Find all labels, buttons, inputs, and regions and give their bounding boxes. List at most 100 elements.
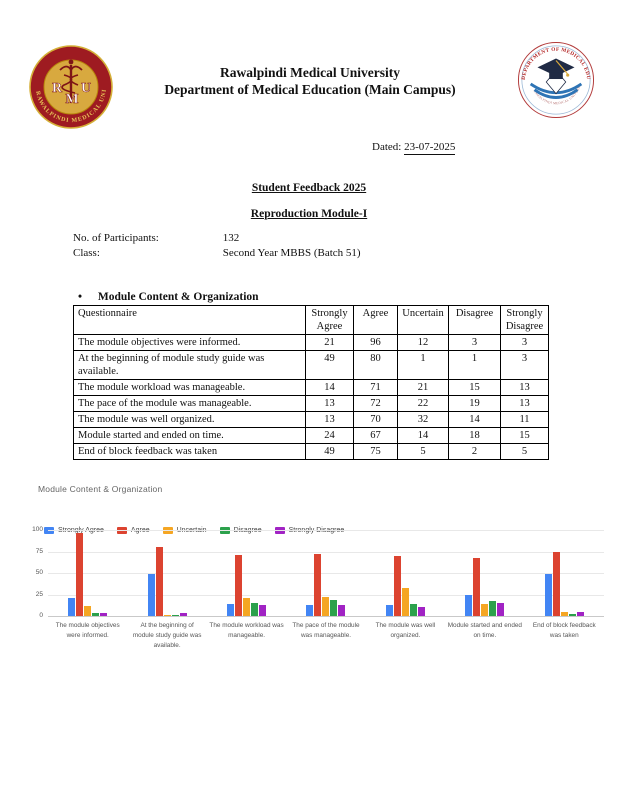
value-cell: 3 — [500, 350, 549, 380]
bar-agree — [155, 547, 163, 616]
x-axis-category-label: The module workload was manageable. — [209, 622, 284, 639]
col-strongly-agree: Strongly Agree — [305, 305, 354, 335]
bar-uncertain — [243, 597, 251, 616]
header-row: Questionnaire Strongly Agree Agree Uncer… — [73, 305, 549, 335]
svg-text:M: M — [65, 92, 78, 107]
dme-department-logo: DEPARTMENT OF MEDICAL EDUCATION RAWALPIN… — [517, 41, 595, 119]
x-axis-category-label: The module was well organized. — [375, 622, 436, 639]
dated-line: Dated: 23-07-2025 — [372, 141, 456, 155]
value-cell: 96 — [353, 334, 398, 351]
section-heading-text: Module Content & Organization — [97, 291, 259, 303]
value-cell: 15 — [500, 427, 549, 444]
bar-uncertain — [560, 611, 568, 616]
value-cell: 19 — [448, 395, 501, 412]
bar-group — [127, 530, 206, 616]
value-cell: 67 — [353, 427, 398, 444]
value-cell: 71 — [353, 379, 398, 396]
bar-group — [48, 530, 127, 616]
bar-agree — [393, 555, 401, 616]
value-cell: 14 — [448, 411, 501, 428]
value-cell: 1 — [397, 350, 449, 380]
col-strongly-disagree: Strongly Disagree — [500, 305, 549, 335]
participants-label: No. of Participants: — [73, 232, 159, 244]
bar-strongly-disagree — [497, 603, 505, 616]
bar-disagree — [409, 603, 417, 616]
department-name: Department of Medical Education (Main Ca… — [164, 82, 456, 97]
value-cell: 21 — [305, 334, 354, 351]
feedback-table: Questionnaire Strongly Agree Agree Uncer… — [73, 305, 549, 460]
value-cell: 49 — [305, 443, 354, 460]
table-row: At the beginning of module study guide w… — [73, 350, 549, 380]
bar-disagree — [330, 599, 338, 616]
value-cell: 15 — [448, 379, 501, 396]
x-axis-category-label: The module objectives were informed. — [55, 622, 120, 639]
participants-row: No. of Participants: 132 — [73, 232, 553, 244]
bar-agree — [473, 558, 481, 616]
value-cell: 80 — [353, 350, 398, 380]
bar-disagree — [489, 600, 497, 616]
table-row: The module was well organized. 13 70 32 14 11 — [73, 411, 549, 428]
bar-disagree — [568, 614, 576, 616]
class-label: Class: — [73, 247, 100, 259]
value-cell: 1 — [448, 350, 501, 380]
question-cell: Module started and ended on time. — [73, 427, 306, 444]
bar-group — [366, 530, 445, 616]
value-cell: 49 — [305, 350, 354, 380]
feedback-title: Student Feedback 2025 — [251, 182, 367, 194]
question-cell: The pace of the module was manageable. — [73, 395, 306, 412]
x-axis-category-label: The pace of the module was manageable. — [292, 622, 360, 639]
col-uncertain: Uncertain — [397, 305, 449, 335]
bar-group — [286, 530, 365, 616]
x-axis-baseline — [48, 616, 604, 617]
bar-strongly-agree — [544, 573, 552, 616]
module-title: Reproduction Module-I — [250, 208, 368, 220]
y-axis-tick-label: 75 — [35, 547, 43, 555]
bar-group — [207, 530, 286, 616]
value-cell: 24 — [305, 427, 354, 444]
bar-agree — [235, 554, 243, 616]
bar-strongly-agree — [465, 595, 473, 616]
value-cell: 11 — [500, 411, 549, 428]
value-cell: 14 — [397, 427, 449, 444]
bar-disagree — [251, 603, 259, 616]
participants-value: 132 — [222, 232, 240, 244]
bar-group — [445, 530, 524, 616]
value-cell: 22 — [397, 395, 449, 412]
bar-disagree — [171, 615, 179, 616]
value-cell: 14 — [305, 379, 354, 396]
caduceus-icon — [59, 59, 83, 103]
chart-title: Module Content & Organization — [38, 484, 163, 494]
value-cell: 2 — [448, 443, 501, 460]
value-cell: 12 — [397, 334, 449, 351]
svg-text:R: R — [52, 81, 63, 96]
bar-uncertain — [163, 615, 171, 616]
bar-uncertain — [322, 597, 330, 616]
bar-strongly-disagree — [100, 613, 108, 616]
value-cell: 13 — [500, 395, 549, 412]
class-value: Second Year MBBS (Batch 51) — [222, 247, 361, 259]
bar-strongly-agree — [147, 573, 155, 616]
logo-letters: R M U — [52, 81, 92, 108]
bar-strongly-disagree — [338, 604, 346, 616]
question-cell: The module workload was manageable. — [73, 379, 306, 396]
value-cell: 13 — [305, 411, 354, 428]
value-cell: 13 — [500, 379, 549, 396]
value-cell: 21 — [397, 379, 449, 396]
bar-disagree — [92, 613, 100, 616]
value-cell: 32 — [397, 411, 449, 428]
value-cell: 3 — [448, 334, 501, 351]
bar-strongly-agree — [227, 603, 235, 616]
y-axis-tick-label: 50 — [35, 569, 43, 576]
feedback-bar-chart: Module Content & Organization Strongly A… — [28, 470, 612, 660]
gridline — [48, 530, 604, 531]
x-axis-category-label: End of block feedback was taken — [532, 622, 596, 639]
gridline — [48, 551, 604, 553]
bar-uncertain — [401, 588, 409, 616]
svg-text:U: U — [81, 81, 91, 96]
graduation-cap-icon — [537, 58, 575, 95]
bar-agree — [552, 551, 560, 616]
class-row: Class: Second Year MBBS (Batch 51) — [73, 247, 553, 259]
question-cell: End of block feedback was taken — [73, 443, 306, 460]
y-axis-tick-label: 100 — [32, 526, 43, 533]
